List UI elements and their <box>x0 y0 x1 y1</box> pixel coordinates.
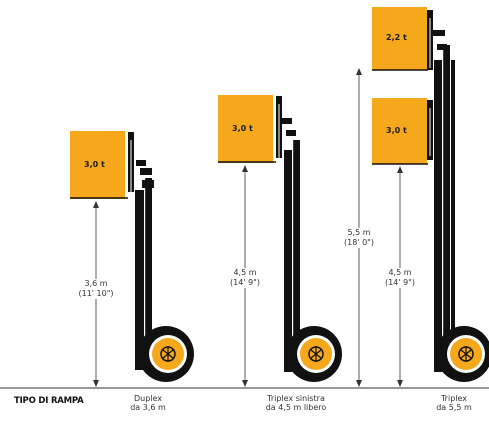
load-box <box>218 95 273 163</box>
mast-type-height: da 5,5 m <box>436 403 472 412</box>
load-box-upper <box>372 7 427 70</box>
lift-height-feet: (14' 9") <box>230 278 260 287</box>
arrow-head <box>356 68 362 75</box>
lift-height-feet: (14' 9") <box>385 278 415 287</box>
load-capacity-label: 3,0 t <box>232 124 253 133</box>
lift-height-meters: 3,6 m <box>84 279 108 288</box>
hub-icon <box>162 346 174 362</box>
mast-triplex <box>356 7 489 387</box>
hub-icon <box>310 346 322 362</box>
lift-height-meters: 4,5 m <box>233 268 257 277</box>
mast-rail <box>144 178 146 368</box>
arrow-head <box>356 380 362 387</box>
mast-type-caption: Triplex sinistra da 4,5 m libero <box>254 394 338 412</box>
mast-type-height: da 4,5 m libero <box>265 403 327 412</box>
carriage-bracket <box>433 30 447 50</box>
mast-type-caption: Triplex da 5,5 m <box>434 394 474 412</box>
mast-column <box>145 178 152 368</box>
mast-column <box>443 45 450 372</box>
hub-icon <box>460 346 472 362</box>
load-box <box>70 131 125 199</box>
arrow-head <box>242 380 248 387</box>
lift-height-meters: 4,5 m <box>388 268 412 277</box>
mast-rail <box>292 140 294 372</box>
lift-height-label: 3,6 m (11' 10") <box>74 279 118 299</box>
mast-type-name: Triplex sinistra <box>267 394 325 403</box>
arrow-head <box>397 380 403 387</box>
mast-type-height: da 3,6 m <box>130 403 166 412</box>
load-capacity-label: 2,2 t <box>386 33 407 42</box>
lift-height-label: 5,5 m (18' 0") <box>337 228 381 248</box>
arrow-head <box>397 166 403 173</box>
load-capacity-label: 3,0 t <box>84 160 105 169</box>
arrow-head <box>93 201 99 208</box>
mast-column <box>451 60 455 372</box>
mast-type-name: Triplex <box>440 394 468 403</box>
lift-height-label: 4,5 m (14' 9") <box>378 268 422 288</box>
mast-column <box>293 140 300 372</box>
arrow-head <box>93 380 99 387</box>
lift-height-label: 4,5 m (14' 9") <box>223 268 267 288</box>
mast-rail <box>442 45 444 372</box>
section-heading: TIPO DI RAMPA <box>14 396 84 406</box>
load-box-lower <box>372 98 427 164</box>
arrow-head <box>242 165 248 172</box>
mast-triplex-free <box>218 95 342 387</box>
lift-height-feet: (18' 0") <box>344 238 374 247</box>
carriage-bracket <box>282 118 296 136</box>
lift-height-feet: (11' 10") <box>78 289 114 298</box>
mast-column <box>284 150 292 372</box>
load-capacity-label: 3,0 t <box>386 126 407 135</box>
mast-column <box>434 60 442 372</box>
lift-height-meters: 5,5 m <box>347 228 371 237</box>
mast-type-caption: Duplex da 3,6 m <box>128 394 168 412</box>
mast-duplex <box>70 131 194 387</box>
carriage-bracket <box>136 160 154 188</box>
mast-column <box>135 190 144 370</box>
mast-type-name: Duplex <box>133 394 163 403</box>
